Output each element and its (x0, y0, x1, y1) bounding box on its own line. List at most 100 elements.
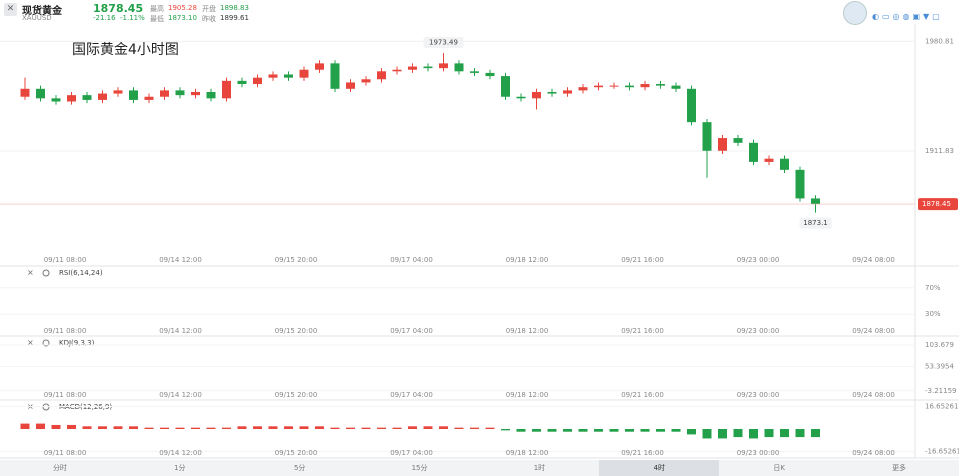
tab[interactable]: 5分 (293, 464, 306, 472)
stat-value: 1905.28 (168, 4, 197, 12)
candle-body (284, 74, 293, 78)
toolbar-icons[interactable]: ◐▭◎◍▣▼▢ (872, 12, 943, 21)
macd-bar (485, 427, 495, 429)
macd-bar (578, 429, 588, 432)
candle-body (702, 122, 712, 151)
candle-body (656, 84, 665, 86)
candle-body (547, 91, 557, 94)
timeframe-tabs: 分时 1分 5分 15分 1时 4时 日K 更多 (0, 460, 959, 476)
x-tick-label: 09/17 04:00 (390, 449, 433, 457)
tab[interactable]: 日K (773, 464, 785, 472)
macd-bar (671, 429, 681, 432)
macd-bar (516, 429, 526, 432)
x-tick-label: 09/21 16:00 (621, 391, 664, 399)
candle-body (113, 90, 123, 94)
macd-bar (67, 424, 76, 429)
x-tick-label: 09/15 20:00 (275, 449, 318, 457)
high-annotation: 1973.49 (429, 39, 458, 47)
x-tick-label: 09/17 04:00 (390, 327, 433, 335)
macd-bar (749, 429, 758, 439)
header: ✕ 现货黄金 XAUUSD 1878.45 -21.16 -1.11% 最高 1… (0, 0, 959, 25)
candle-body (191, 91, 200, 96)
x-tick-label: 09/14 12:00 (159, 391, 202, 399)
x-tick-label: 09/11 08:00 (44, 391, 87, 399)
stat-label: 最低 (150, 15, 164, 23)
x-tick-label: 09/15 20:00 (275, 391, 318, 399)
candle-body (454, 63, 464, 72)
macd-bar (175, 427, 185, 429)
x-tick-label: 09/18 12:00 (506, 327, 549, 335)
change-pct: -1.11% (120, 14, 145, 22)
candle-body (175, 90, 185, 96)
candle-body (98, 93, 107, 100)
candle-body (594, 85, 603, 88)
macd-bar (222, 427, 231, 429)
low-annotation: 1873.1 (803, 219, 828, 227)
stat-value: 1898.83 (220, 4, 249, 12)
macd-bar (377, 427, 386, 429)
candle-body (330, 63, 340, 89)
candle-body (439, 63, 448, 69)
stat-label: 最高 (150, 5, 164, 13)
tab[interactable]: 1分 (174, 464, 186, 472)
candle-body (671, 85, 681, 89)
macd-bar (594, 429, 603, 432)
macd-bar (284, 426, 293, 429)
candle-body (811, 198, 820, 205)
candle-body (764, 158, 774, 162)
macd-bar (346, 427, 355, 429)
last-price-tag (918, 198, 958, 211)
candle-body (780, 158, 789, 170)
candle-body (253, 77, 262, 85)
candle-body (516, 96, 526, 99)
x-tick-label: 09/21 16:00 (621, 327, 664, 335)
x-tick-label: 09/18 12:00 (506, 391, 549, 399)
tab[interactable]: 更多 (892, 464, 907, 472)
tab[interactable]: 4时 (599, 460, 720, 476)
macd-bar (299, 426, 309, 429)
macd-bar (547, 429, 557, 432)
candle-body (377, 71, 386, 80)
x-tick-label: 09/23 00:00 (737, 391, 780, 399)
instrument-name: 现货黄金 (22, 6, 62, 17)
candle-body (346, 82, 355, 89)
tab[interactable]: 分时 (52, 464, 67, 472)
macd-bar (454, 427, 464, 429)
pane-settings (42, 339, 50, 347)
x-tick-label: 09/23 00:00 (737, 327, 780, 335)
macd-bar (423, 426, 433, 429)
candle-body (222, 80, 231, 99)
tab[interactable]: 1时 (533, 464, 546, 472)
avatar[interactable] (843, 1, 867, 25)
x-tick-label: 09/18 12:00 (506, 256, 549, 264)
macd-bar (330, 427, 340, 429)
candle-body (749, 142, 758, 162)
close-button[interactable]: ✕ (4, 3, 17, 16)
x-tick-label: 09/14 12:00 (159, 327, 202, 335)
candle-body (532, 91, 541, 99)
stat-label: 开盘 (202, 5, 216, 13)
candle-body (470, 71, 479, 73)
candle-body (625, 85, 634, 88)
candle-body (718, 138, 727, 151)
candle-body (408, 66, 417, 70)
macd-bar (811, 429, 820, 438)
x-tick-label: 09/15 20:00 (275, 256, 318, 264)
x-tick-label: 09/21 16:00 (621, 256, 664, 264)
macd-bar (718, 429, 727, 439)
candle-body (51, 98, 61, 102)
change: -21.16 (93, 14, 116, 22)
macd-bar (733, 429, 743, 438)
y-tick-label: 1911.83 (925, 147, 954, 155)
tab[interactable]: 15分 (411, 464, 428, 472)
candle-body (67, 95, 76, 102)
candle-body (578, 87, 588, 91)
x-tick-label: 09/14 12:00 (159, 256, 202, 264)
x-tick-label: 09/11 08:00 (44, 256, 87, 264)
macd-bar (625, 429, 634, 432)
macd-bar (687, 429, 696, 435)
pane-close: ✕ (27, 339, 34, 348)
x-tick-label: 09/17 04:00 (390, 391, 433, 399)
symbol: XAUUSD (22, 14, 52, 22)
candle-body (733, 138, 743, 143)
